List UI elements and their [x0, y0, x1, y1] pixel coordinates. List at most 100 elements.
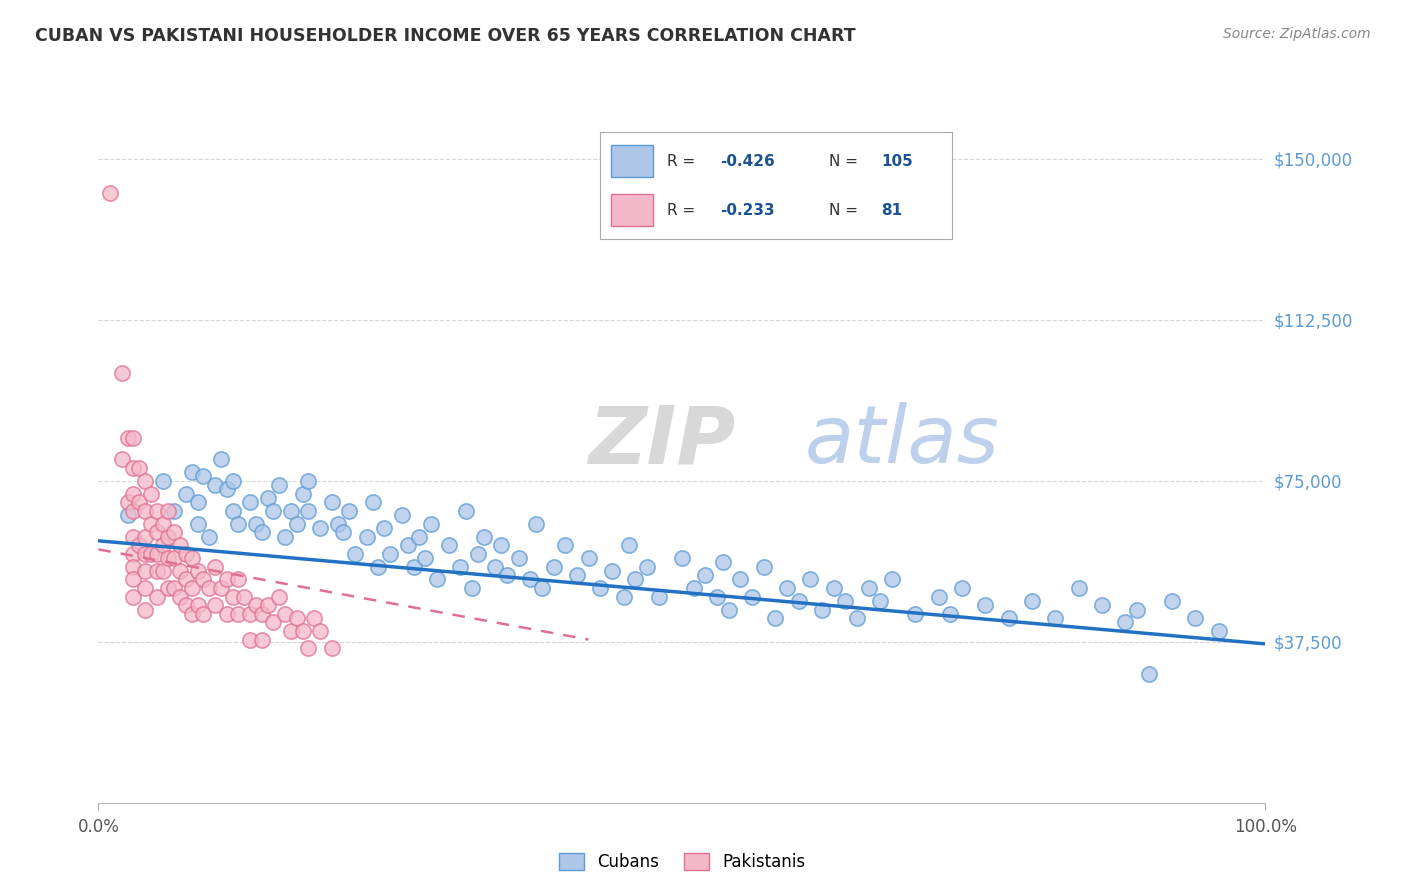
Point	[174, 573, 197, 587]
Point	[437, 538, 460, 552]
Point	[787, 594, 810, 608]
Point	[297, 474, 319, 488]
Text: ZIP: ZIP	[589, 402, 735, 480]
Point	[256, 599, 278, 613]
Point	[467, 547, 489, 561]
Point	[1137, 667, 1160, 681]
Point	[122, 573, 145, 587]
Point	[221, 504, 243, 518]
Point	[671, 551, 693, 566]
Point	[291, 624, 314, 638]
Point	[180, 607, 202, 621]
Point	[484, 559, 506, 574]
Point	[613, 590, 636, 604]
Point	[449, 559, 471, 574]
Point	[600, 564, 623, 578]
Point	[146, 525, 169, 540]
Point	[139, 486, 162, 500]
Point	[157, 529, 180, 543]
Point	[250, 525, 273, 540]
Point	[169, 538, 191, 552]
Point	[880, 573, 903, 587]
Point	[128, 538, 150, 552]
Point	[636, 559, 658, 574]
Point	[122, 547, 145, 561]
Point	[373, 521, 395, 535]
Point	[262, 504, 284, 518]
Point	[647, 590, 669, 604]
Point	[239, 607, 262, 621]
Point	[367, 559, 389, 574]
Point	[495, 568, 517, 582]
Point	[204, 478, 226, 492]
Point	[134, 547, 156, 561]
Point	[193, 469, 215, 483]
Point	[157, 581, 180, 595]
Point	[139, 516, 162, 531]
Text: R =: R =	[666, 153, 695, 169]
Point	[169, 590, 191, 604]
Point	[163, 581, 186, 595]
Point	[122, 559, 145, 574]
Text: Source: ZipAtlas.com: Source: ZipAtlas.com	[1223, 27, 1371, 41]
Point	[1126, 602, 1149, 616]
Point	[180, 465, 202, 479]
Point	[420, 516, 443, 531]
Point	[280, 624, 302, 638]
Text: R =: R =	[666, 202, 695, 218]
Point	[239, 495, 262, 509]
Point	[187, 495, 209, 509]
Point	[262, 615, 284, 630]
Point	[402, 559, 425, 574]
Point	[408, 529, 430, 543]
Point	[174, 547, 197, 561]
Point	[297, 504, 319, 518]
Point	[111, 452, 134, 467]
Point	[834, 594, 856, 608]
Point	[134, 564, 156, 578]
Point	[589, 581, 612, 595]
Point	[274, 607, 297, 621]
Point	[228, 573, 250, 587]
Point	[1208, 624, 1230, 638]
Point	[356, 529, 378, 543]
Point	[309, 624, 332, 638]
Point	[169, 564, 191, 578]
Point	[461, 581, 484, 595]
Point	[204, 559, 226, 574]
Point	[198, 581, 221, 595]
Point	[180, 581, 202, 595]
Point	[128, 495, 150, 509]
Point	[426, 573, 449, 587]
Point	[221, 590, 243, 604]
Point	[974, 599, 997, 613]
Point	[209, 581, 232, 595]
Point	[928, 590, 950, 604]
Point	[297, 641, 319, 656]
Point	[228, 516, 250, 531]
Point	[134, 529, 156, 543]
Point	[413, 551, 436, 566]
Point	[250, 632, 273, 647]
Point	[939, 607, 962, 621]
Point	[221, 474, 243, 488]
Point	[344, 547, 367, 561]
Point	[233, 590, 256, 604]
Point	[174, 486, 197, 500]
Point	[163, 504, 186, 518]
Point	[950, 581, 973, 595]
Point	[361, 495, 384, 509]
Legend: Cubans, Pakistanis: Cubans, Pakistanis	[553, 847, 811, 878]
Point	[215, 573, 238, 587]
Point	[332, 525, 354, 540]
Point	[245, 516, 267, 531]
Point	[554, 538, 576, 552]
Point	[524, 516, 547, 531]
Point	[122, 529, 145, 543]
Point	[134, 602, 156, 616]
Point	[519, 573, 541, 587]
Point	[846, 611, 869, 625]
Point	[391, 508, 413, 522]
Point	[98, 186, 121, 200]
Text: -0.426: -0.426	[720, 153, 775, 169]
